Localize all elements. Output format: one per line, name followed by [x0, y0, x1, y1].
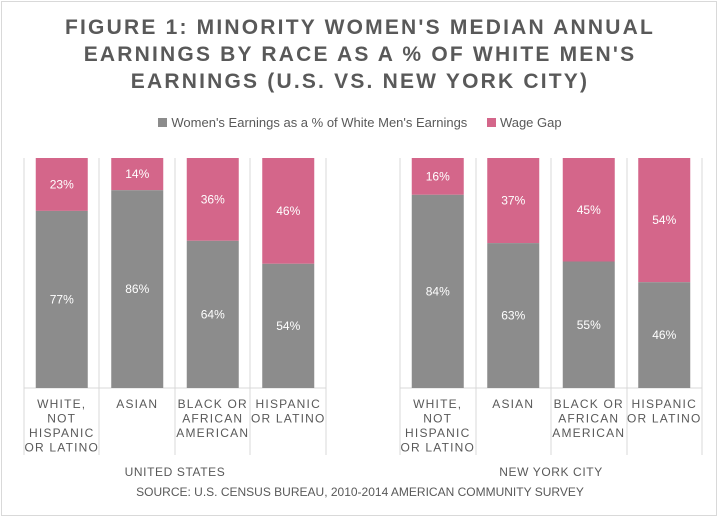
title-line-3: EARNINGS (U.S. VS. NEW YORK CITY) — [130, 70, 590, 93]
data-label-earnings: 54% — [276, 319, 300, 333]
bar-wage-gap — [111, 158, 164, 191]
category-label: NOT — [423, 412, 452, 426]
group-label: NEW YORK CITY — [499, 465, 603, 479]
legend-item-earnings: Women's Earnings as a % of White Men's E… — [158, 115, 467, 130]
bar-wage-gap — [411, 158, 464, 195]
category-label: AMERICAN — [176, 426, 249, 440]
category-label: ASIAN — [116, 397, 158, 411]
bar-wage-gap — [487, 158, 540, 244]
category-label: AMERICAN — [552, 426, 625, 440]
bar-earnings — [638, 282, 691, 388]
data-label-earnings: 86% — [125, 282, 149, 296]
category-label: HISPANIC — [256, 397, 321, 411]
data-label-earnings: 84% — [426, 284, 450, 298]
legend-label-earnings: Women's Earnings as a % of White Men's E… — [171, 115, 468, 130]
source-note: SOURCE: U.S. CENSUS BUREAU, 2010-2014 AM… — [136, 485, 584, 499]
category-label: OR LATINO — [24, 441, 99, 455]
data-label-earnings: 46% — [652, 328, 676, 342]
category-label: WHITE, — [413, 397, 462, 411]
data-label-wage-gap: 45% — [577, 203, 601, 217]
category-label: NOT — [47, 412, 76, 426]
bar-earnings — [111, 190, 164, 388]
category-label: OR LATINO — [251, 412, 326, 426]
category-label: HISPANIC — [405, 426, 470, 440]
bar-wage-gap — [262, 158, 315, 264]
title-line-2: EARNINGS BY RACE AS A % OF WHITE MEN'S — [83, 43, 637, 66]
category-label: WHITE, — [37, 397, 86, 411]
category-label: AFRICAN — [182, 412, 243, 426]
legend: Women's Earnings as a % of White Men's E… — [0, 115, 720, 130]
category-label: ASIAN — [492, 397, 534, 411]
data-label-wage-gap: 54% — [652, 213, 676, 227]
category-label: HISPANIC — [632, 397, 697, 411]
category-label: OR LATINO — [627, 412, 702, 426]
legend-swatch-gap — [486, 118, 496, 127]
data-label-wage-gap: 23% — [50, 177, 74, 191]
category-label: HISPANIC — [29, 426, 94, 440]
category-label: AFRICAN — [558, 412, 619, 426]
bar-earnings — [411, 194, 464, 388]
bar-earnings — [487, 243, 540, 388]
category-label: BLACK OR — [554, 397, 624, 411]
data-label-earnings: 64% — [201, 307, 225, 321]
category-label: BLACK OR — [178, 397, 248, 411]
data-label-wage-gap: 46% — [276, 204, 300, 218]
bar-wage-gap — [186, 158, 239, 241]
data-label-earnings: 55% — [577, 318, 601, 332]
data-label-wage-gap: 36% — [201, 192, 225, 206]
chart-title: FIGURE 1: MINORITY WOMEN'S MEDIAN ANNUAL… — [0, 14, 720, 95]
bar-earnings — [262, 263, 315, 388]
bar-earnings — [35, 210, 88, 388]
legend-swatch-earnings — [158, 118, 168, 127]
bar-wage-gap — [35, 158, 88, 211]
group-label: UNITED STATES — [125, 465, 226, 479]
category-label: OR LATINO — [400, 441, 475, 455]
legend-item-gap: Wage Gap — [486, 115, 562, 130]
title-line-1: FIGURE 1: MINORITY WOMEN'S MEDIAN ANNUAL — [65, 16, 655, 39]
bar-wage-gap — [562, 158, 615, 262]
bar-earnings — [562, 261, 615, 388]
legend-label-gap: Wage Gap — [499, 115, 562, 130]
data-label-wage-gap: 16% — [426, 169, 450, 183]
bar-earnings — [186, 240, 239, 388]
bar-wage-gap — [638, 158, 691, 283]
data-label-wage-gap: 37% — [501, 194, 525, 208]
data-label-earnings: 63% — [501, 309, 525, 323]
data-label-wage-gap: 14% — [125, 167, 149, 181]
data-label-earnings: 77% — [50, 292, 74, 306]
